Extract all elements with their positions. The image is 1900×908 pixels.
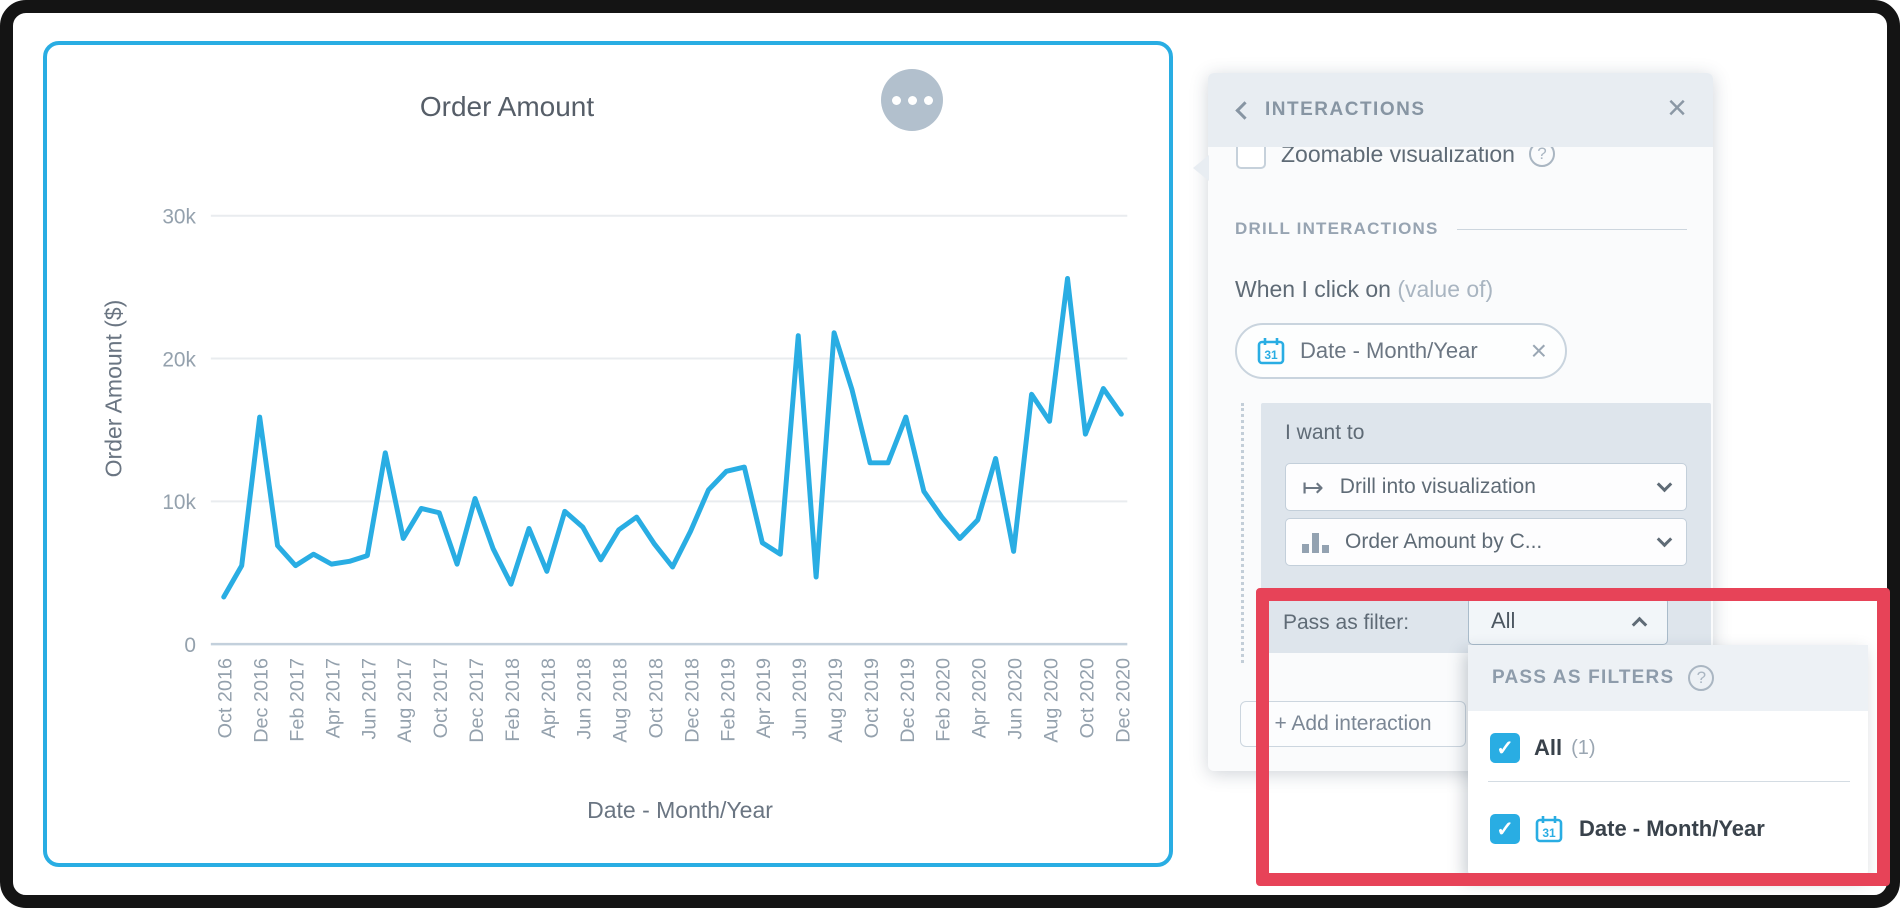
add-interaction-button[interactable]: + Add interaction <box>1240 701 1466 747</box>
svg-text:Oct 2020: Oct 2020 <box>1076 658 1098 738</box>
section-title: DRILL INTERACTIONS <box>1235 219 1439 238</box>
svg-text:Feb 2017: Feb 2017 <box>286 658 308 742</box>
svg-text:0: 0 <box>184 634 196 657</box>
value-of-hint: (value of) <box>1397 276 1494 302</box>
svg-text:Oct 2019: Oct 2019 <box>861 658 883 738</box>
target-select[interactable]: Order Amount by C... <box>1285 518 1687 566</box>
svg-text:31: 31 <box>1542 826 1556 840</box>
svg-text:Feb 2020: Feb 2020 <box>933 658 955 742</box>
bar-chart-icon <box>1302 531 1329 553</box>
pass-as-filters-dropdown: PASS AS FILTERS ? ✓ All (1) ✓ 31 Date - … <box>1468 645 1868 875</box>
chevron-up-icon <box>1631 616 1648 632</box>
svg-text:31: 31 <box>1264 348 1278 362</box>
panel-title: INTERACTIONS <box>1265 99 1426 120</box>
ellipsis-icon <box>891 95 901 105</box>
svg-text:Apr 2019: Apr 2019 <box>753 658 775 738</box>
svg-text:Jun 2020: Jun 2020 <box>1005 658 1027 739</box>
svg-text:Aug 2019: Aug 2019 <box>825 658 847 743</box>
calendar-icon: 31 <box>1257 338 1285 365</box>
svg-text:Oct 2018: Oct 2018 <box>646 658 668 738</box>
option-divider <box>1488 781 1850 782</box>
connector-dotted-line <box>1241 403 1244 663</box>
chart-title: Order Amount <box>419 91 595 122</box>
back-chevron-icon[interactable] <box>1235 100 1254 120</box>
filter-option-date-month-year[interactable]: ✓ 31 Date - Month/Year <box>1490 813 1765 845</box>
svg-text:Aug 2017: Aug 2017 <box>394 658 416 743</box>
svg-text:Jun 2019: Jun 2019 <box>789 658 811 739</box>
option-count: (1) <box>1571 736 1596 759</box>
x-axis-title: Date - Month/Year <box>587 797 773 823</box>
y-axis-title: Order Amount ($) <box>100 299 127 478</box>
svg-text:Oct 2017: Oct 2017 <box>430 658 452 738</box>
line-chart[interactable]: 30k 20k 10k 0 Oct 2016 Dec 2016 Feb 2017 Apr 20… <box>47 45 1169 863</box>
svg-text:Dec 2017: Dec 2017 <box>466 658 488 743</box>
filter-option-all[interactable]: ✓ All (1) <box>1490 733 1596 763</box>
i-want-to-label: I want to <box>1285 421 1365 444</box>
chip-remove-icon[interactable]: × <box>1530 335 1547 366</box>
svg-text:Apr 2020: Apr 2020 <box>969 658 991 738</box>
svg-text:Apr 2017: Apr 2017 <box>322 658 344 738</box>
svg-text:Dec 2019: Dec 2019 <box>897 658 919 743</box>
svg-text:Feb 2018: Feb 2018 <box>502 658 524 742</box>
svg-text:Aug 2020: Aug 2020 <box>1040 658 1062 743</box>
close-icon[interactable]: × <box>1667 89 1687 127</box>
svg-text:Dec 2018: Dec 2018 <box>681 658 703 743</box>
svg-text:10k: 10k <box>162 491 196 514</box>
help-icon[interactable]: ? <box>1688 665 1715 691</box>
ellipsis-icon <box>907 95 917 105</box>
svg-text:Oct 2016: Oct 2016 <box>215 658 237 738</box>
interactions-panel: Zoomable visualization ? INTERACTIONS × … <box>1193 73 1713 771</box>
svg-text:Jun 2018: Jun 2018 <box>574 658 596 739</box>
svg-text:Dec 2016: Dec 2016 <box>251 658 273 743</box>
chevron-down-icon <box>1656 476 1673 492</box>
svg-text:Dec 2020: Dec 2020 <box>1112 658 1134 743</box>
panel-header: INTERACTIONS × <box>1208 73 1713 147</box>
pass-as-filter-label: Pass as filter: <box>1283 611 1410 634</box>
dropdown-header: PASS AS FILTERS ? <box>1468 645 1868 711</box>
svg-text:Aug 2018: Aug 2018 <box>610 658 632 743</box>
svg-text:20k: 20k <box>162 348 196 371</box>
ellipsis-icon <box>923 95 933 105</box>
checked-checkbox[interactable]: ✓ <box>1490 733 1520 763</box>
drill-interactions-section: DRILL INTERACTIONS <box>1235 219 1687 239</box>
action-select[interactable]: ↦ Drill into visualization <box>1285 463 1687 511</box>
section-divider <box>1456 228 1687 230</box>
drill-icon: ↦ <box>1302 472 1324 502</box>
chart-widget: 30k 20k 10k 0 Oct 2016 Dec 2016 Feb 2017 Apr 20… <box>43 41 1173 867</box>
pass-as-filter-select[interactable]: All <box>1468 597 1668 645</box>
checked-checkbox[interactable]: ✓ <box>1490 814 1520 844</box>
chevron-down-icon <box>1656 531 1673 547</box>
chip-label: Date - Month/Year <box>1300 338 1478 363</box>
svg-text:Apr 2018: Apr 2018 <box>538 658 560 738</box>
calendar-icon: 31 <box>1535 816 1563 843</box>
when-i-click-label: When I click on (value of) <box>1235 276 1494 302</box>
field-chip-date-month-year[interactable]: 31 Date - Month/Year × <box>1235 323 1567 379</box>
widget-menu-button[interactable] <box>881 69 943 131</box>
svg-text:Jun 2017: Jun 2017 <box>358 658 380 739</box>
svg-text:30k: 30k <box>162 206 196 229</box>
svg-text:Feb 2019: Feb 2019 <box>717 658 739 742</box>
panel-pointer-arrow <box>1193 155 1209 181</box>
